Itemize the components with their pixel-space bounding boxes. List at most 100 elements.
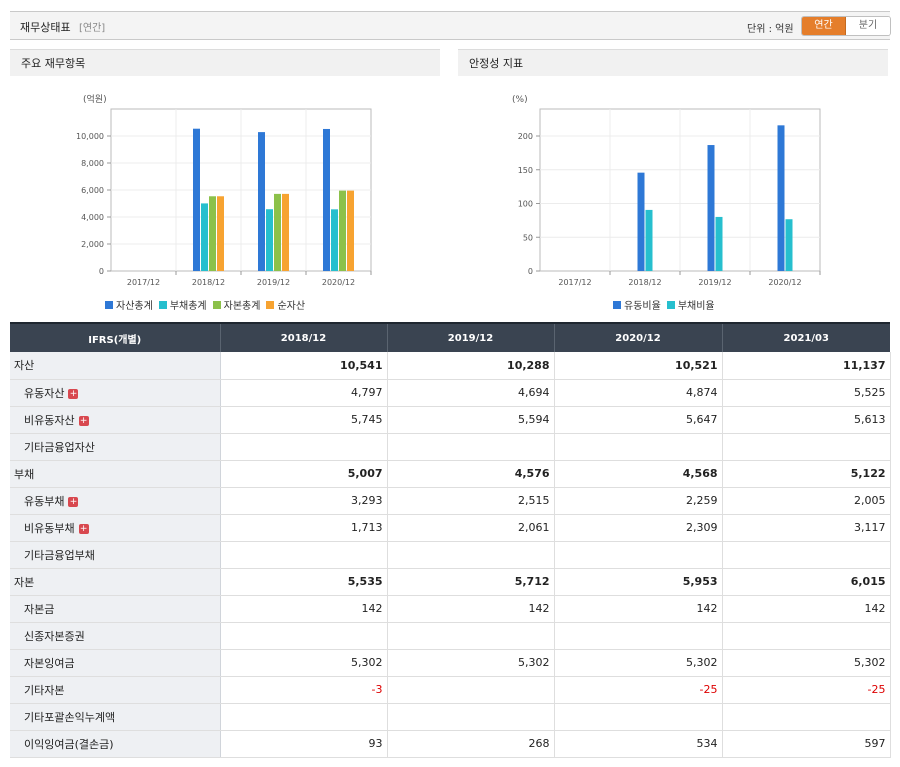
table-row: 자본잉여금 5,302 5,302 5,302 5,302 — [10, 649, 891, 677]
column-header: 2020/12 — [554, 322, 723, 352]
value-cell: 5,535 — [220, 568, 388, 596]
table-row: 자본 5,535 5,712 5,953 6,015 — [10, 568, 891, 596]
value-cell: 2,259 — [554, 487, 723, 515]
table-row: 기타포괄손익누계액 — [10, 703, 891, 731]
row-label-text: 유동자산 — [24, 386, 65, 400]
y-tick-label: 4,000 — [81, 213, 104, 222]
row-label: 기타금융업부채 — [10, 541, 221, 569]
period-subtitle: [연간] — [79, 23, 106, 34]
y-tick-label: 100 — [518, 200, 533, 209]
row-label: 유동부채 + — [10, 487, 221, 515]
bar-2020-12-부채총계[interactable] — [331, 209, 338, 271]
row-label-text: 기타포괄손익누계액 — [24, 710, 116, 724]
x-tick-label: 2018/12 — [628, 278, 661, 287]
annual-toggle-button[interactable]: 연간 — [802, 17, 846, 35]
bar-2018-12-유동비율[interactable] — [637, 172, 645, 271]
unit-label: 단위 : 억원 — [747, 24, 794, 35]
legend-item[interactable]: 유동비율 — [613, 297, 661, 312]
value-cell: 4,874 — [554, 379, 723, 407]
value-cell: 4,568 — [554, 460, 723, 488]
legend-label: 자본총계 — [223, 301, 261, 312]
legend-label: 자산총계 — [116, 301, 153, 312]
legend-item[interactable]: 부채총계 — [158, 297, 207, 312]
column-header: 2019/12 — [387, 322, 555, 352]
x-tick-label: 2017/12 — [558, 278, 591, 287]
table-row: 유동부채 +3,293 2,515 2,259 2,005 — [10, 487, 891, 515]
bar-2020-12-순자산[interactable] — [347, 190, 354, 271]
bar-2019-12-자본총계[interactable] — [274, 193, 281, 271]
statement-header: 재무상태표 [연간] 단위 : 억원 연간 분기 — [10, 11, 891, 40]
bar-2020-12-자본총계[interactable] — [339, 190, 346, 271]
row-label-text: 기타자본 — [24, 683, 65, 697]
row-label-text: 유동부채 — [24, 494, 65, 508]
legend-swatch — [266, 300, 275, 309]
bar-2019-12-부채총계[interactable] — [266, 209, 273, 271]
bar-2020-12-자산총계[interactable] — [323, 128, 330, 271]
table-row: 신종자본증권 — [10, 622, 891, 650]
column-header: IFRS(개별) — [10, 322, 221, 352]
bar-2020-12-유동비율[interactable] — [777, 125, 785, 272]
page-title: 재무상태표 — [20, 21, 71, 34]
value-cell — [387, 703, 555, 731]
value-cell — [387, 433, 555, 461]
bar-2018-12-부채총계[interactable] — [201, 203, 208, 271]
row-label-text: 자본잉여금 — [24, 656, 75, 670]
value-cell — [387, 541, 555, 569]
bar-2018-12-자본총계[interactable] — [209, 196, 216, 271]
bar-2018-12-부채비율[interactable] — [645, 209, 653, 271]
value-cell: 10,541 — [220, 352, 388, 380]
bar-2019-12-부채비율[interactable] — [715, 216, 723, 271]
value-cell — [387, 676, 555, 704]
expand-icon[interactable]: + — [78, 523, 89, 534]
bar-2019-12-유동비율[interactable] — [707, 145, 715, 271]
value-cell: 5,953 — [554, 568, 723, 596]
table-row: 비유동부채 +1,713 2,061 2,309 3,117 — [10, 514, 891, 542]
row-label: 자산 — [10, 352, 221, 380]
bar-2018-12-순자산[interactable] — [217, 196, 224, 271]
expand-icon[interactable]: + — [68, 388, 79, 399]
row-label-text: 비유동부채 — [24, 521, 75, 535]
legend-label: 유동비율 — [624, 301, 661, 312]
y-axis-unit: (억원) — [83, 93, 107, 105]
bar-2019-12-자산총계[interactable] — [258, 132, 265, 271]
row-label-text: 이익잉여금(결손금) — [24, 737, 114, 751]
value-cell: 2,309 — [554, 514, 723, 542]
value-cell — [220, 541, 388, 569]
value-cell — [554, 622, 723, 650]
column-header: 2021/03 — [722, 322, 890, 352]
quarter-toggle-button[interactable]: 분기 — [846, 17, 890, 35]
value-cell: 5,647 — [554, 406, 723, 434]
legend-item[interactable]: 자산총계 — [105, 297, 153, 312]
bar-2020-12-부채비율[interactable] — [785, 219, 793, 271]
legend-item[interactable]: 자본총계 — [212, 297, 261, 312]
y-tick-label: 0 — [528, 267, 533, 276]
legend-item[interactable]: 부채비율 — [666, 297, 715, 312]
value-cell: 5,302 — [722, 649, 891, 677]
row-label: 기타금융업자산 — [10, 433, 221, 461]
value-cell: 142 — [387, 595, 555, 623]
panel-title: 안정성 지표 — [458, 49, 888, 76]
table-row: 유동자산 +4,797 4,694 4,874 5,525 — [10, 379, 891, 407]
financial-items-chart: (억원) 0 2,000 4,000 6,000 8,000 10,000 2017/12 20… — [76, 93, 372, 287]
bar-2019-12-순자산[interactable] — [282, 193, 289, 271]
table-row: 이익잉여금(결손금) 93 268 534 597 — [10, 730, 891, 758]
legend-swatch — [158, 300, 167, 309]
expand-icon[interactable]: + — [78, 415, 89, 426]
value-cell: 2,515 — [387, 487, 555, 515]
row-label: 비유동부채 + — [10, 514, 221, 542]
x-tick-label: 2020/12 — [322, 278, 355, 287]
x-tick-label: 2019/12 — [698, 278, 731, 287]
value-cell — [387, 622, 555, 650]
panel-title: 주요 재무항목 — [10, 49, 440, 76]
expand-icon[interactable]: + — [68, 496, 79, 507]
value-cell: 5,613 — [722, 406, 891, 434]
value-cell — [722, 541, 891, 569]
bar-2018-12-자산총계[interactable] — [193, 128, 200, 271]
value-cell: 4,694 — [387, 379, 555, 407]
value-cell: 5,745 — [220, 406, 388, 434]
row-label-text: 기타금융업자산 — [24, 440, 95, 454]
legend-item[interactable]: 순자산 — [266, 297, 305, 312]
table-row: 비유동자산 +5,745 5,594 5,647 5,613 — [10, 406, 891, 434]
legend-label: 순자산 — [277, 301, 306, 312]
value-cell: 5,302 — [220, 649, 388, 677]
